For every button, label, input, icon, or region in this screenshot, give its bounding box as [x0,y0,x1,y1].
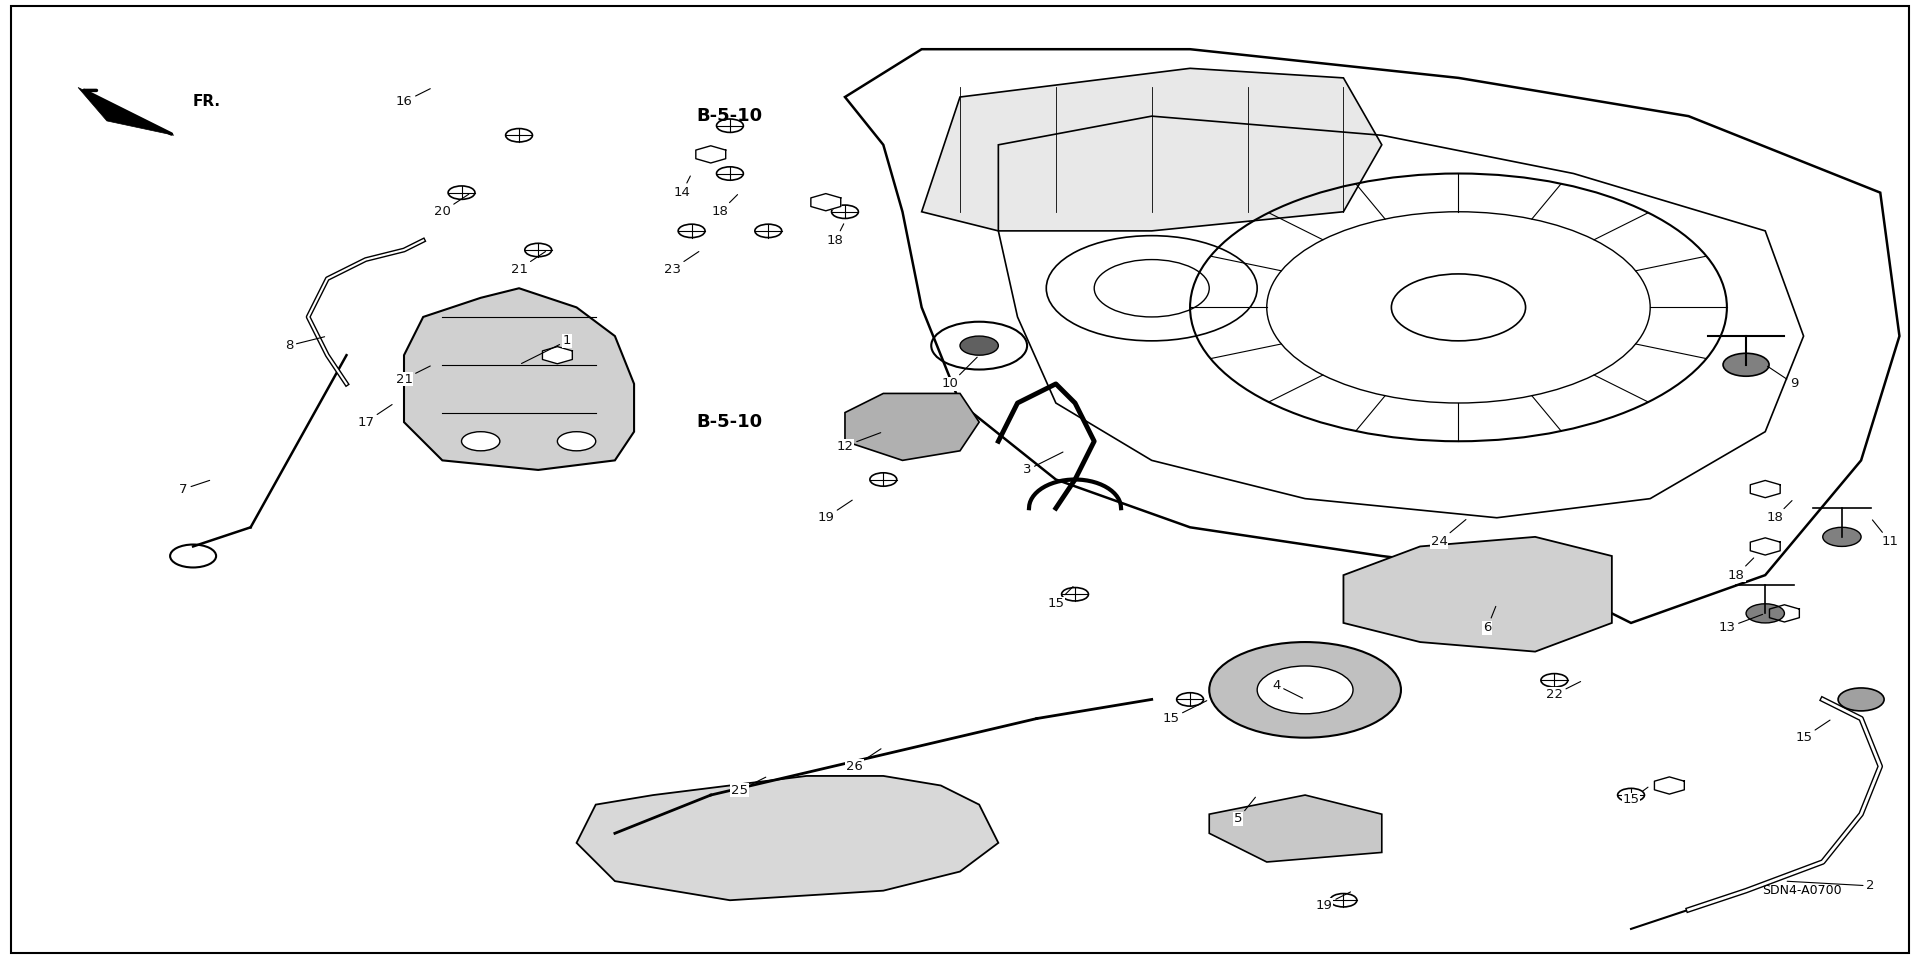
Text: 3: 3 [1023,452,1064,477]
Text: 6: 6 [1482,606,1496,634]
Text: 19: 19 [1315,892,1350,911]
Text: 23: 23 [664,251,699,275]
Text: 8: 8 [284,337,324,352]
Text: 1: 1 [522,335,572,363]
Polygon shape [1770,605,1799,622]
Polygon shape [79,87,175,135]
Text: 25: 25 [732,777,766,797]
Circle shape [1722,353,1768,376]
Circle shape [1837,688,1884,711]
Text: 2: 2 [1788,879,1876,893]
Polygon shape [922,68,1382,231]
Text: 4: 4 [1273,679,1302,698]
Text: 10: 10 [943,357,977,390]
Polygon shape [1344,537,1613,651]
Text: 15: 15 [1622,787,1647,807]
Text: 19: 19 [818,501,852,525]
Text: 14: 14 [674,176,691,199]
Text: 20: 20 [434,194,468,219]
Text: B-5-10: B-5-10 [697,413,762,432]
Text: 11: 11 [1872,520,1899,549]
Circle shape [1210,643,1402,737]
Polygon shape [1751,538,1780,555]
Text: 5: 5 [1235,797,1256,826]
Circle shape [1745,604,1784,623]
Polygon shape [810,194,841,211]
Polygon shape [543,346,572,363]
Text: 26: 26 [847,749,881,773]
Polygon shape [576,776,998,901]
Text: 15: 15 [1795,720,1830,744]
Text: 24: 24 [1430,520,1467,549]
Text: FR.: FR. [194,94,221,109]
Text: 13: 13 [1718,615,1763,634]
Text: 15: 15 [1162,701,1208,725]
Circle shape [557,432,595,451]
Polygon shape [1210,795,1382,862]
Text: 18: 18 [1766,501,1791,525]
Text: 17: 17 [357,405,392,429]
Circle shape [1258,666,1354,713]
Text: 22: 22 [1546,682,1580,701]
Text: 12: 12 [837,433,881,453]
Text: B-5-10: B-5-10 [697,107,762,125]
Polygon shape [695,146,726,163]
Polygon shape [845,393,979,460]
Polygon shape [1655,777,1684,794]
Text: SDN4-A0700: SDN4-A0700 [1763,884,1841,898]
Text: 21: 21 [511,251,545,275]
Text: 18: 18 [1728,558,1753,581]
Text: 18: 18 [712,195,737,219]
Polygon shape [1751,480,1780,498]
Text: 16: 16 [396,88,430,108]
Text: 18: 18 [828,223,843,247]
Polygon shape [403,289,634,470]
Text: 7: 7 [179,480,209,496]
Text: 9: 9 [1768,366,1799,390]
Circle shape [960,336,998,355]
Text: 15: 15 [1048,587,1073,610]
Text: 21: 21 [396,366,430,386]
Circle shape [1822,527,1860,547]
Circle shape [461,432,499,451]
